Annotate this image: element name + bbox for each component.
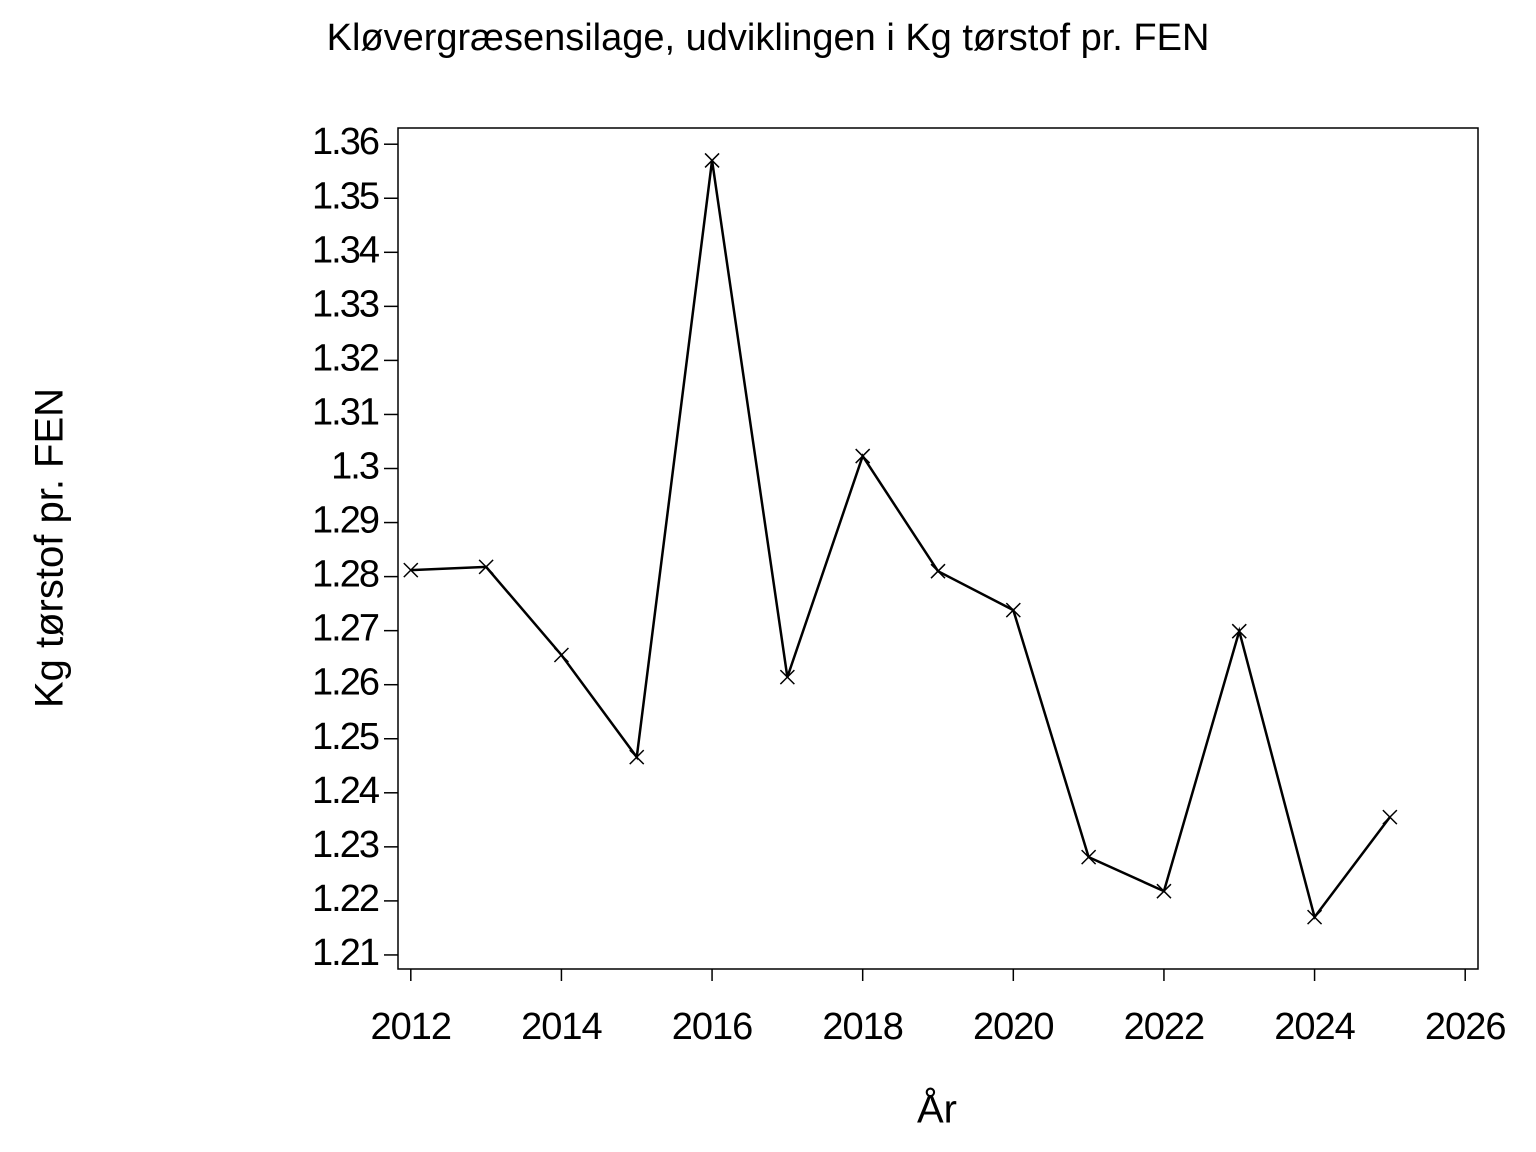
data-marker: [1307, 909, 1323, 925]
data-marker: [855, 448, 871, 464]
y-axis-label: Kg tørstof pr. FEN: [28, 388, 72, 708]
x-tick-label: 2026: [1425, 1006, 1506, 1048]
y-tick-label: 1.24: [312, 770, 380, 812]
y-tick-label: 1.31: [312, 391, 379, 433]
x-axis-label: År: [917, 1087, 957, 1132]
y-tick-label: 1.26: [312, 662, 379, 704]
y-tick-label: 1.35: [312, 175, 379, 217]
data-line: [410, 160, 1391, 920]
y-tick-label: 1.28: [312, 554, 379, 596]
x-tick-label: 2016: [672, 1006, 753, 1048]
data-marker: [1156, 883, 1172, 899]
y-tick-label: 1.32: [312, 337, 379, 379]
data-marker: [1005, 602, 1021, 618]
y-tick-label: 1.27: [312, 608, 379, 650]
y-tick-label: 1.3: [331, 446, 379, 488]
data-marker: [1382, 809, 1398, 825]
y-tick-label: 1.22: [312, 878, 379, 920]
y-tick-label: 1.33: [312, 283, 379, 325]
x-tick-label: 2022: [1124, 1006, 1205, 1048]
data-marker: [930, 563, 946, 579]
x-tick-label: 2012: [371, 1006, 452, 1048]
y-tick-label: 1.25: [312, 716, 379, 758]
y-tick-label: 1.23: [312, 824, 379, 866]
y-tick-label: 1.21: [312, 932, 379, 974]
chart-title: Kløvergræsensilage, udviklingen i Kg tør…: [327, 17, 1210, 59]
data-marker: [629, 749, 645, 765]
plot-frame: [397, 127, 1479, 970]
y-tick-label: 1.36: [312, 121, 379, 163]
x-tick-label: 2020: [973, 1006, 1054, 1048]
data-marker: [403, 562, 419, 578]
y-tick-label: 1.29: [312, 500, 379, 542]
data-marker: [553, 647, 569, 663]
x-tick-label: 2018: [822, 1006, 903, 1048]
data-marker: [1231, 623, 1247, 639]
x-tick-label: 2014: [521, 1006, 602, 1048]
x-tick-label: 2024: [1274, 1006, 1355, 1048]
data-marker: [478, 559, 494, 575]
data-marker: [779, 669, 795, 685]
data-marker: [704, 152, 720, 168]
data-marker: [1081, 849, 1097, 865]
y-tick-label: 1.34: [312, 229, 380, 271]
